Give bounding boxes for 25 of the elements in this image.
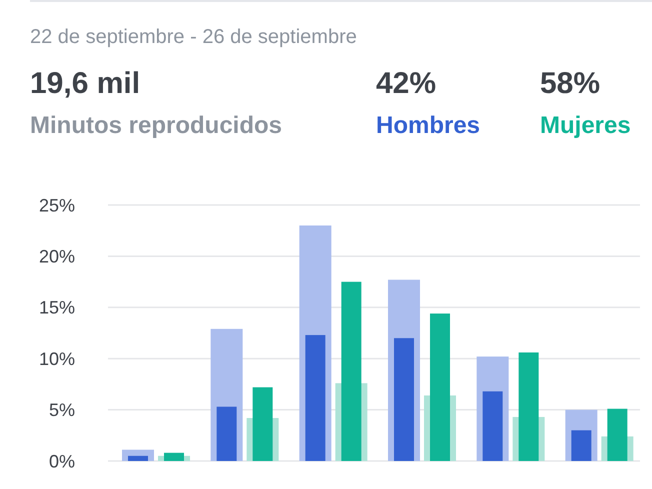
- y-tick-label: 25%: [38, 195, 75, 216]
- bar: [607, 408, 628, 461]
- bar: [482, 391, 503, 461]
- y-tick-label: 5%: [48, 400, 75, 420]
- bar: [571, 430, 592, 461]
- text: Mujeres: [540, 112, 631, 139]
- text: 42%: [376, 67, 436, 100]
- chart-title: 22 de septiembre - 26 de septiembre: [30, 26, 357, 48]
- y-tick-label: 15%: [38, 298, 75, 318]
- bar: [341, 282, 362, 461]
- text: 19,6 mil: [30, 67, 140, 100]
- y-tick-label: 10%: [38, 348, 75, 369]
- bar: [252, 387, 273, 461]
- bar: [216, 406, 237, 461]
- bar: [128, 456, 148, 461]
- y-tick-label: 0%: [48, 451, 75, 472]
- bar: [430, 314, 450, 461]
- bar: [164, 452, 184, 461]
- text: Minutos reproducidos: [30, 112, 282, 139]
- y-tick-label: 20%: [38, 246, 75, 266]
- bar: [518, 352, 539, 461]
- text: 58%: [540, 67, 600, 100]
- bar: [394, 338, 414, 461]
- bar: [305, 335, 326, 461]
- text: Hombres: [376, 112, 480, 139]
